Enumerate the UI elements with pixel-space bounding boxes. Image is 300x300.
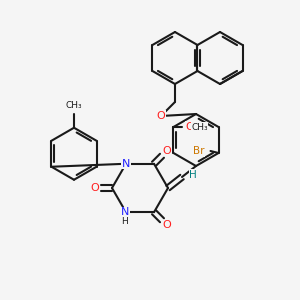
Text: H: H: [122, 217, 128, 226]
Text: N: N: [121, 207, 129, 217]
Text: CH₃: CH₃: [191, 122, 208, 131]
Text: O: O: [185, 122, 194, 132]
Text: O: O: [163, 220, 171, 230]
Text: N: N: [122, 159, 130, 169]
Text: O: O: [163, 146, 171, 156]
Text: CH₃: CH₃: [66, 101, 82, 110]
Text: O: O: [91, 183, 99, 193]
Text: O: O: [157, 111, 165, 121]
Text: Br: Br: [193, 146, 204, 156]
Text: H: H: [189, 170, 197, 180]
